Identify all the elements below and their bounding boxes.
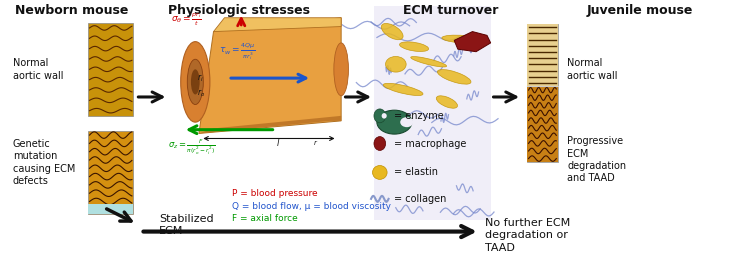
Text: Juvenile mouse: Juvenile mouse — [587, 4, 693, 17]
FancyBboxPatch shape — [88, 131, 133, 214]
Text: No further ECM
degradation or
TAAD: No further ECM degradation or TAAD — [485, 218, 570, 253]
Text: Genetic
mutation
causing ECM
defects: Genetic mutation causing ECM defects — [13, 139, 75, 186]
Text: = elastin: = elastin — [394, 168, 437, 177]
Text: = enzyme: = enzyme — [394, 111, 443, 121]
Text: Progressive
ECM
degradation
and TAAD: Progressive ECM degradation and TAAD — [568, 136, 626, 183]
Text: $r_o$: $r_o$ — [198, 87, 206, 99]
Ellipse shape — [386, 56, 406, 72]
FancyBboxPatch shape — [527, 86, 558, 162]
FancyBboxPatch shape — [527, 24, 558, 162]
Text: Q = blood flow, μ = blood viscosity: Q = blood flow, μ = blood viscosity — [232, 202, 391, 211]
Ellipse shape — [400, 42, 428, 51]
Text: P = blood pressure: P = blood pressure — [232, 189, 317, 198]
Text: = collagen: = collagen — [394, 194, 446, 204]
Text: ECM turnover: ECM turnover — [403, 4, 498, 17]
Ellipse shape — [411, 57, 447, 67]
Ellipse shape — [372, 165, 387, 179]
Text: Stabilized
ECM: Stabilized ECM — [159, 214, 213, 236]
Text: $\sigma_z=\frac{F}{\pi(r_o^2-r_i^2)}$: $\sigma_z=\frac{F}{\pi(r_o^2-r_i^2)}$ — [168, 138, 215, 157]
Text: F = axial force: F = axial force — [232, 214, 297, 223]
Text: $l$: $l$ — [275, 137, 280, 148]
Text: $\tau_w=\frac{4Q\mu}{\pi r_i^3}$: $\tau_w=\frac{4Q\mu}{\pi r_i^3}$ — [219, 41, 256, 62]
Ellipse shape — [383, 83, 423, 96]
Ellipse shape — [382, 113, 387, 118]
FancyBboxPatch shape — [88, 204, 133, 214]
Ellipse shape — [191, 69, 200, 94]
Text: = macrophage: = macrophage — [394, 139, 466, 149]
Text: $\sigma_\theta=\frac{pr_i}{t}$: $\sigma_\theta=\frac{pr_i}{t}$ — [171, 10, 202, 27]
Polygon shape — [454, 32, 491, 52]
Text: Physiologic stresses: Physiologic stresses — [168, 4, 310, 17]
Ellipse shape — [437, 69, 471, 84]
Polygon shape — [199, 18, 341, 133]
Polygon shape — [199, 116, 341, 133]
Ellipse shape — [374, 109, 386, 123]
Text: $r$: $r$ — [313, 139, 318, 147]
Text: Normal
aortic wall: Normal aortic wall — [568, 58, 618, 80]
Ellipse shape — [334, 43, 349, 96]
Ellipse shape — [400, 117, 414, 127]
Ellipse shape — [181, 42, 210, 122]
Text: Normal
aortic wall: Normal aortic wall — [13, 58, 64, 80]
Polygon shape — [214, 18, 341, 32]
Ellipse shape — [381, 23, 403, 40]
Text: $r_i$: $r_i$ — [198, 72, 204, 84]
FancyBboxPatch shape — [527, 24, 558, 86]
Ellipse shape — [374, 137, 386, 150]
Ellipse shape — [187, 59, 204, 104]
Ellipse shape — [377, 110, 412, 134]
Ellipse shape — [437, 96, 457, 108]
Ellipse shape — [442, 35, 481, 43]
Text: Newborn mouse: Newborn mouse — [15, 4, 128, 17]
FancyBboxPatch shape — [374, 7, 491, 220]
FancyBboxPatch shape — [88, 23, 133, 116]
